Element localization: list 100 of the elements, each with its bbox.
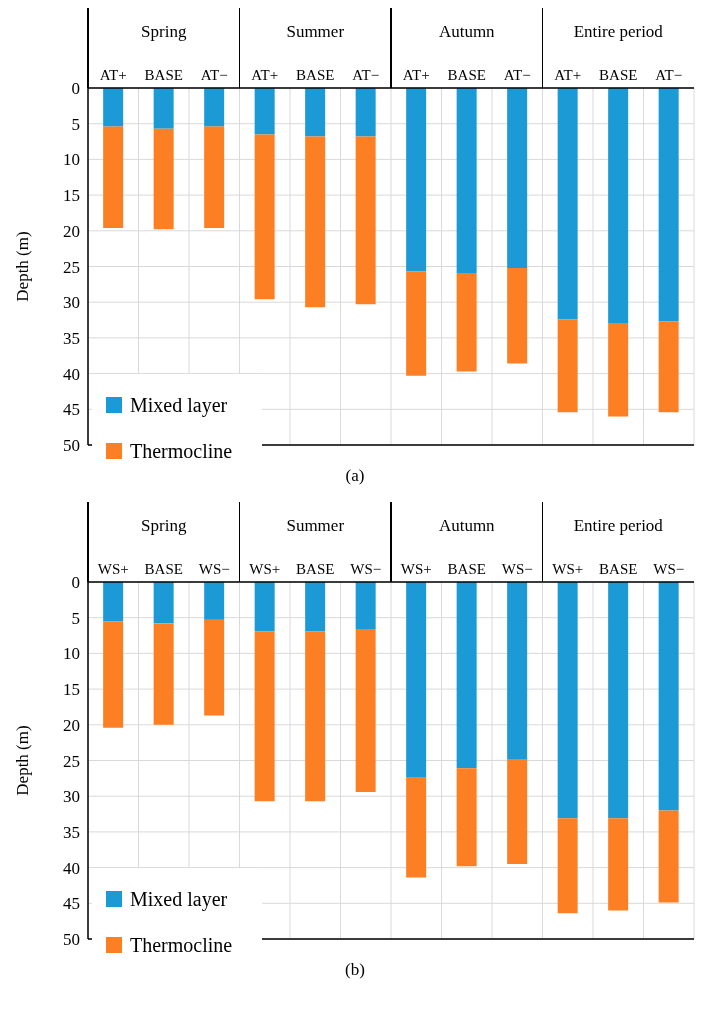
bar <box>608 322 629 417</box>
y-axis-title: Depth (m) <box>13 725 33 796</box>
bar <box>103 88 124 127</box>
x-tick-label: AT+ <box>554 67 582 83</box>
y-tick-label: 45 <box>63 400 80 420</box>
bar <box>557 88 578 320</box>
bar <box>153 88 174 129</box>
y-tick-label: 35 <box>63 328 80 348</box>
bar <box>456 768 477 867</box>
y-tick-label: 30 <box>63 293 80 313</box>
bar <box>355 582 376 630</box>
text: (a) <box>344 466 366 486</box>
bar <box>305 582 326 632</box>
x-tick-label: BASE <box>144 67 183 83</box>
bar <box>456 272 477 372</box>
x-tick-label: WS− <box>198 561 230 577</box>
y-tick-label: 30 <box>63 787 80 807</box>
bar <box>355 136 376 305</box>
legend-label: Thermocline <box>130 439 233 463</box>
x-tick-label: BASE <box>599 561 638 577</box>
bar <box>557 582 578 819</box>
bar <box>406 88 427 272</box>
x-tick-label: WS+ <box>97 561 129 577</box>
legend-label: Mixed layer <box>130 393 228 417</box>
y-tick-label: 25 <box>63 257 80 277</box>
legend-label: Mixed layer <box>130 887 228 911</box>
text: (b) <box>344 960 366 980</box>
bar <box>406 777 427 878</box>
y-tick-label: 5 <box>71 114 80 134</box>
x-tick-label: AT+ <box>99 67 127 83</box>
bar <box>608 818 629 911</box>
bar <box>507 88 528 268</box>
bar <box>254 582 275 632</box>
bar <box>456 582 477 769</box>
x-tick-label: AT− <box>655 67 683 83</box>
x-tick-label: BASE <box>296 561 335 577</box>
y-tick-label: 20 <box>63 221 80 241</box>
bar <box>658 810 679 903</box>
x-tick-label: AT− <box>503 67 531 83</box>
legend-label: Thermocline <box>130 933 233 957</box>
x-tick-label: WS+ <box>249 561 281 577</box>
text: Autumn <box>437 22 496 42</box>
x-tick-label: BASE <box>144 561 183 577</box>
x-tick-label: BASE <box>447 67 486 83</box>
y-tick-label: 50 <box>63 436 80 456</box>
x-tick-label: WS+ <box>552 561 584 577</box>
bar <box>658 88 679 322</box>
bar <box>153 623 174 725</box>
x-tick-label: BASE <box>296 67 335 83</box>
y-tick-label: 35 <box>63 822 80 842</box>
bar <box>355 629 376 792</box>
bar <box>557 818 578 914</box>
bar <box>103 582 124 622</box>
x-tick-label: WS+ <box>400 561 432 577</box>
y-tick-label: 20 <box>63 715 80 735</box>
text: Autumn <box>437 516 496 536</box>
bar <box>608 582 629 819</box>
y-tick-label: 0 <box>71 573 80 593</box>
bar <box>254 134 275 300</box>
x-tick-label: AT− <box>200 67 228 83</box>
bar <box>204 582 225 620</box>
y-tick-label: 40 <box>63 364 80 384</box>
bar <box>305 136 326 308</box>
x-tick-label: BASE <box>599 67 638 83</box>
y-axis-title: Depth (m) <box>13 231 33 302</box>
bar <box>204 88 225 127</box>
bar <box>153 582 174 624</box>
y-tick-label: 25 <box>63 751 80 771</box>
y-tick-label: 15 <box>63 186 80 206</box>
bar <box>103 126 124 228</box>
text: Entire period <box>572 516 664 536</box>
y-tick-label: 10 <box>63 150 80 170</box>
y-tick-label: 45 <box>63 894 80 914</box>
bar <box>305 631 326 802</box>
y-tick-label: 50 <box>63 930 80 950</box>
bar <box>254 631 275 802</box>
y-tick-label: 0 <box>71 79 80 99</box>
bar <box>658 582 679 811</box>
bar <box>608 88 629 323</box>
y-tick-label: 10 <box>63 644 80 664</box>
bar <box>254 88 275 135</box>
x-tick-label: BASE <box>447 561 486 577</box>
bar <box>305 88 326 137</box>
bar <box>507 759 528 865</box>
bar <box>355 88 376 137</box>
text: Entire period <box>572 22 664 42</box>
bar <box>204 126 225 228</box>
x-tick-label: WS− <box>350 561 382 577</box>
bar <box>557 319 578 413</box>
text: Summer <box>285 22 346 42</box>
x-tick-label: AT+ <box>251 67 279 83</box>
text: Summer <box>285 516 346 536</box>
bar <box>153 128 174 230</box>
bar <box>406 271 427 376</box>
x-tick-label: AT− <box>352 67 380 83</box>
x-tick-label: WS− <box>501 561 533 577</box>
bar <box>456 88 477 273</box>
y-tick-label: 5 <box>71 608 80 628</box>
x-tick-label: AT+ <box>402 67 430 83</box>
text: Spring <box>140 22 188 42</box>
